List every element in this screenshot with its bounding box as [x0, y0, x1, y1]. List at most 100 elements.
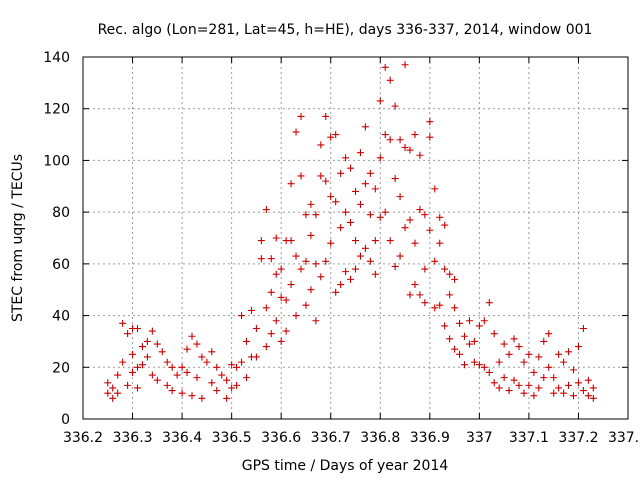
data-point [500, 374, 508, 382]
data-point [114, 371, 122, 379]
data-point [337, 169, 345, 177]
data-point [247, 306, 255, 314]
data-point [490, 379, 498, 387]
y-tick-label: 60 [52, 257, 70, 273]
x-tick-label: 337.3 [608, 430, 640, 446]
data-point [510, 376, 518, 384]
data-point [109, 394, 117, 402]
data-point [342, 268, 350, 276]
data-point [342, 208, 350, 216]
data-point [406, 291, 414, 299]
x-tick-label: 336.6 [261, 430, 301, 446]
data-point [287, 237, 295, 245]
data-point [317, 273, 325, 281]
data-point [411, 239, 419, 247]
y-tick-labels: 0 20 40 60 80 100 120 140 [43, 50, 70, 428]
data-point [386, 136, 394, 144]
plot-frame [82, 56, 629, 420]
data-point [138, 343, 146, 351]
data-point [371, 185, 379, 193]
data-point [297, 265, 305, 273]
data-point [203, 358, 211, 366]
data-point [119, 319, 127, 327]
data-point [381, 131, 389, 139]
data-point [446, 270, 454, 278]
data-point [193, 374, 201, 382]
data-point [243, 337, 250, 345]
data-point [356, 149, 364, 157]
data-point [500, 340, 508, 348]
x-tick-label: 336.2 [63, 430, 103, 446]
data-point [490, 330, 498, 338]
data-point [198, 394, 206, 402]
data-point [183, 368, 191, 376]
data-point [391, 262, 399, 270]
data-point [218, 371, 226, 379]
data-point [188, 332, 196, 340]
data-point [451, 275, 459, 283]
data-point [515, 343, 523, 351]
data-point [282, 327, 290, 335]
data-point [579, 325, 587, 332]
data-point [312, 211, 320, 219]
data-point [347, 275, 355, 283]
data-point [213, 363, 221, 371]
data-point [262, 206, 270, 214]
data-point [461, 361, 468, 369]
data-point [337, 224, 345, 232]
data-point [297, 172, 305, 180]
data-point [134, 384, 141, 392]
data-point [277, 293, 285, 301]
data-point [416, 206, 424, 214]
data-point [510, 335, 518, 343]
x-tick-label: 336.4 [162, 430, 202, 446]
y-tick-label: 120 [43, 102, 70, 118]
data-point [129, 350, 137, 358]
data-point [282, 296, 290, 304]
data-point [267, 255, 275, 263]
x-tick-label: 336.5 [212, 430, 252, 446]
data-point [138, 361, 146, 369]
data-point [470, 358, 478, 366]
data-point [104, 379, 112, 387]
data-point [589, 384, 597, 392]
data-point [302, 257, 310, 265]
data-point [287, 180, 295, 188]
data-point [134, 325, 141, 332]
axis-ticks [82, 56, 629, 420]
data-point [134, 363, 141, 371]
data-point [366, 211, 374, 219]
data-point [272, 317, 280, 325]
data-point [431, 257, 439, 265]
data-point [228, 384, 236, 392]
y-tick-label: 140 [43, 50, 70, 66]
data-point [475, 361, 483, 369]
data-point [416, 291, 424, 299]
data-point [208, 379, 216, 387]
data-point [371, 270, 379, 278]
data-point [560, 389, 568, 397]
data-point [495, 358, 503, 366]
data-point [257, 255, 265, 263]
data-point [272, 270, 280, 278]
data-point [426, 226, 434, 234]
data-point [381, 208, 389, 216]
data-point [421, 299, 429, 307]
data-point [505, 350, 513, 358]
data-point [396, 252, 404, 260]
data-point [470, 337, 478, 345]
data-point [243, 374, 250, 382]
data-point [461, 332, 468, 340]
data-point [213, 387, 221, 395]
data-point [332, 131, 340, 139]
data-point [386, 237, 394, 245]
data-point [267, 288, 275, 296]
data-point [411, 131, 419, 139]
data-point [168, 363, 176, 371]
x-tick-label: 337 [466, 430, 493, 446]
data-point [292, 312, 300, 320]
data-point [267, 330, 275, 338]
data-point [317, 172, 325, 180]
data-point [208, 348, 216, 356]
data-point [525, 350, 533, 358]
